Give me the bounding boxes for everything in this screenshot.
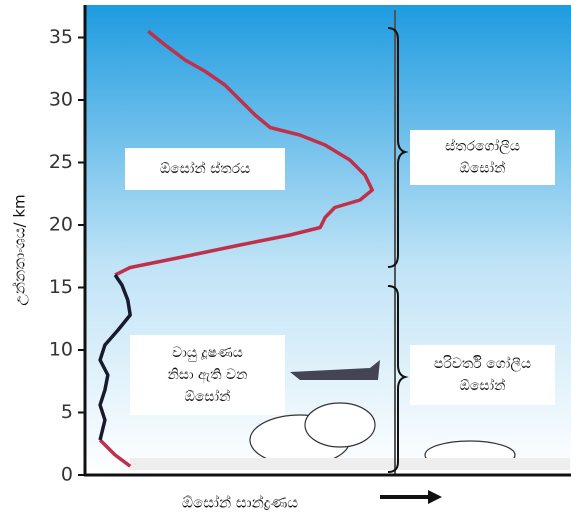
y-tick-label: 30 xyxy=(49,89,73,111)
arrow-head xyxy=(428,490,442,504)
y-tick-label: 0 xyxy=(61,464,73,486)
x-axis-label: ඕසෝන් සාන්ද්‍රණය xyxy=(182,493,298,511)
annotation-text: පරිවර්ති ගෝලීය xyxy=(434,356,531,372)
annotation-text: ඕසෝන් xyxy=(460,378,506,394)
annotation-text: ඕසෝන් xyxy=(460,160,506,176)
annotation-text: ස්තරගෝලීය xyxy=(445,138,520,154)
annotation-text: වායු දූෂණය xyxy=(172,345,243,362)
annotation-text: ඕසෝන් ස්තරය xyxy=(160,161,250,177)
chart: උන්නතාංශය/ km ඕසෝන් සාන්ද්‍රණය 0 5 10 15 20 2… xyxy=(0,0,571,517)
y-tick-label: 15 xyxy=(49,276,73,298)
annotation-box xyxy=(410,345,555,405)
y-tick-label: 5 xyxy=(61,401,73,423)
y-tick-label: 20 xyxy=(49,214,73,236)
y-tick-label: 35 xyxy=(49,26,73,48)
y-tick-label: 10 xyxy=(49,339,73,361)
annotation-text: නිසා ඇති වන xyxy=(168,367,248,384)
annotation-text: ඕසෝන් xyxy=(185,389,231,405)
y-axis-label: උන්නතාංශය/ km xyxy=(10,194,28,305)
y-tick-label: 25 xyxy=(49,151,73,173)
